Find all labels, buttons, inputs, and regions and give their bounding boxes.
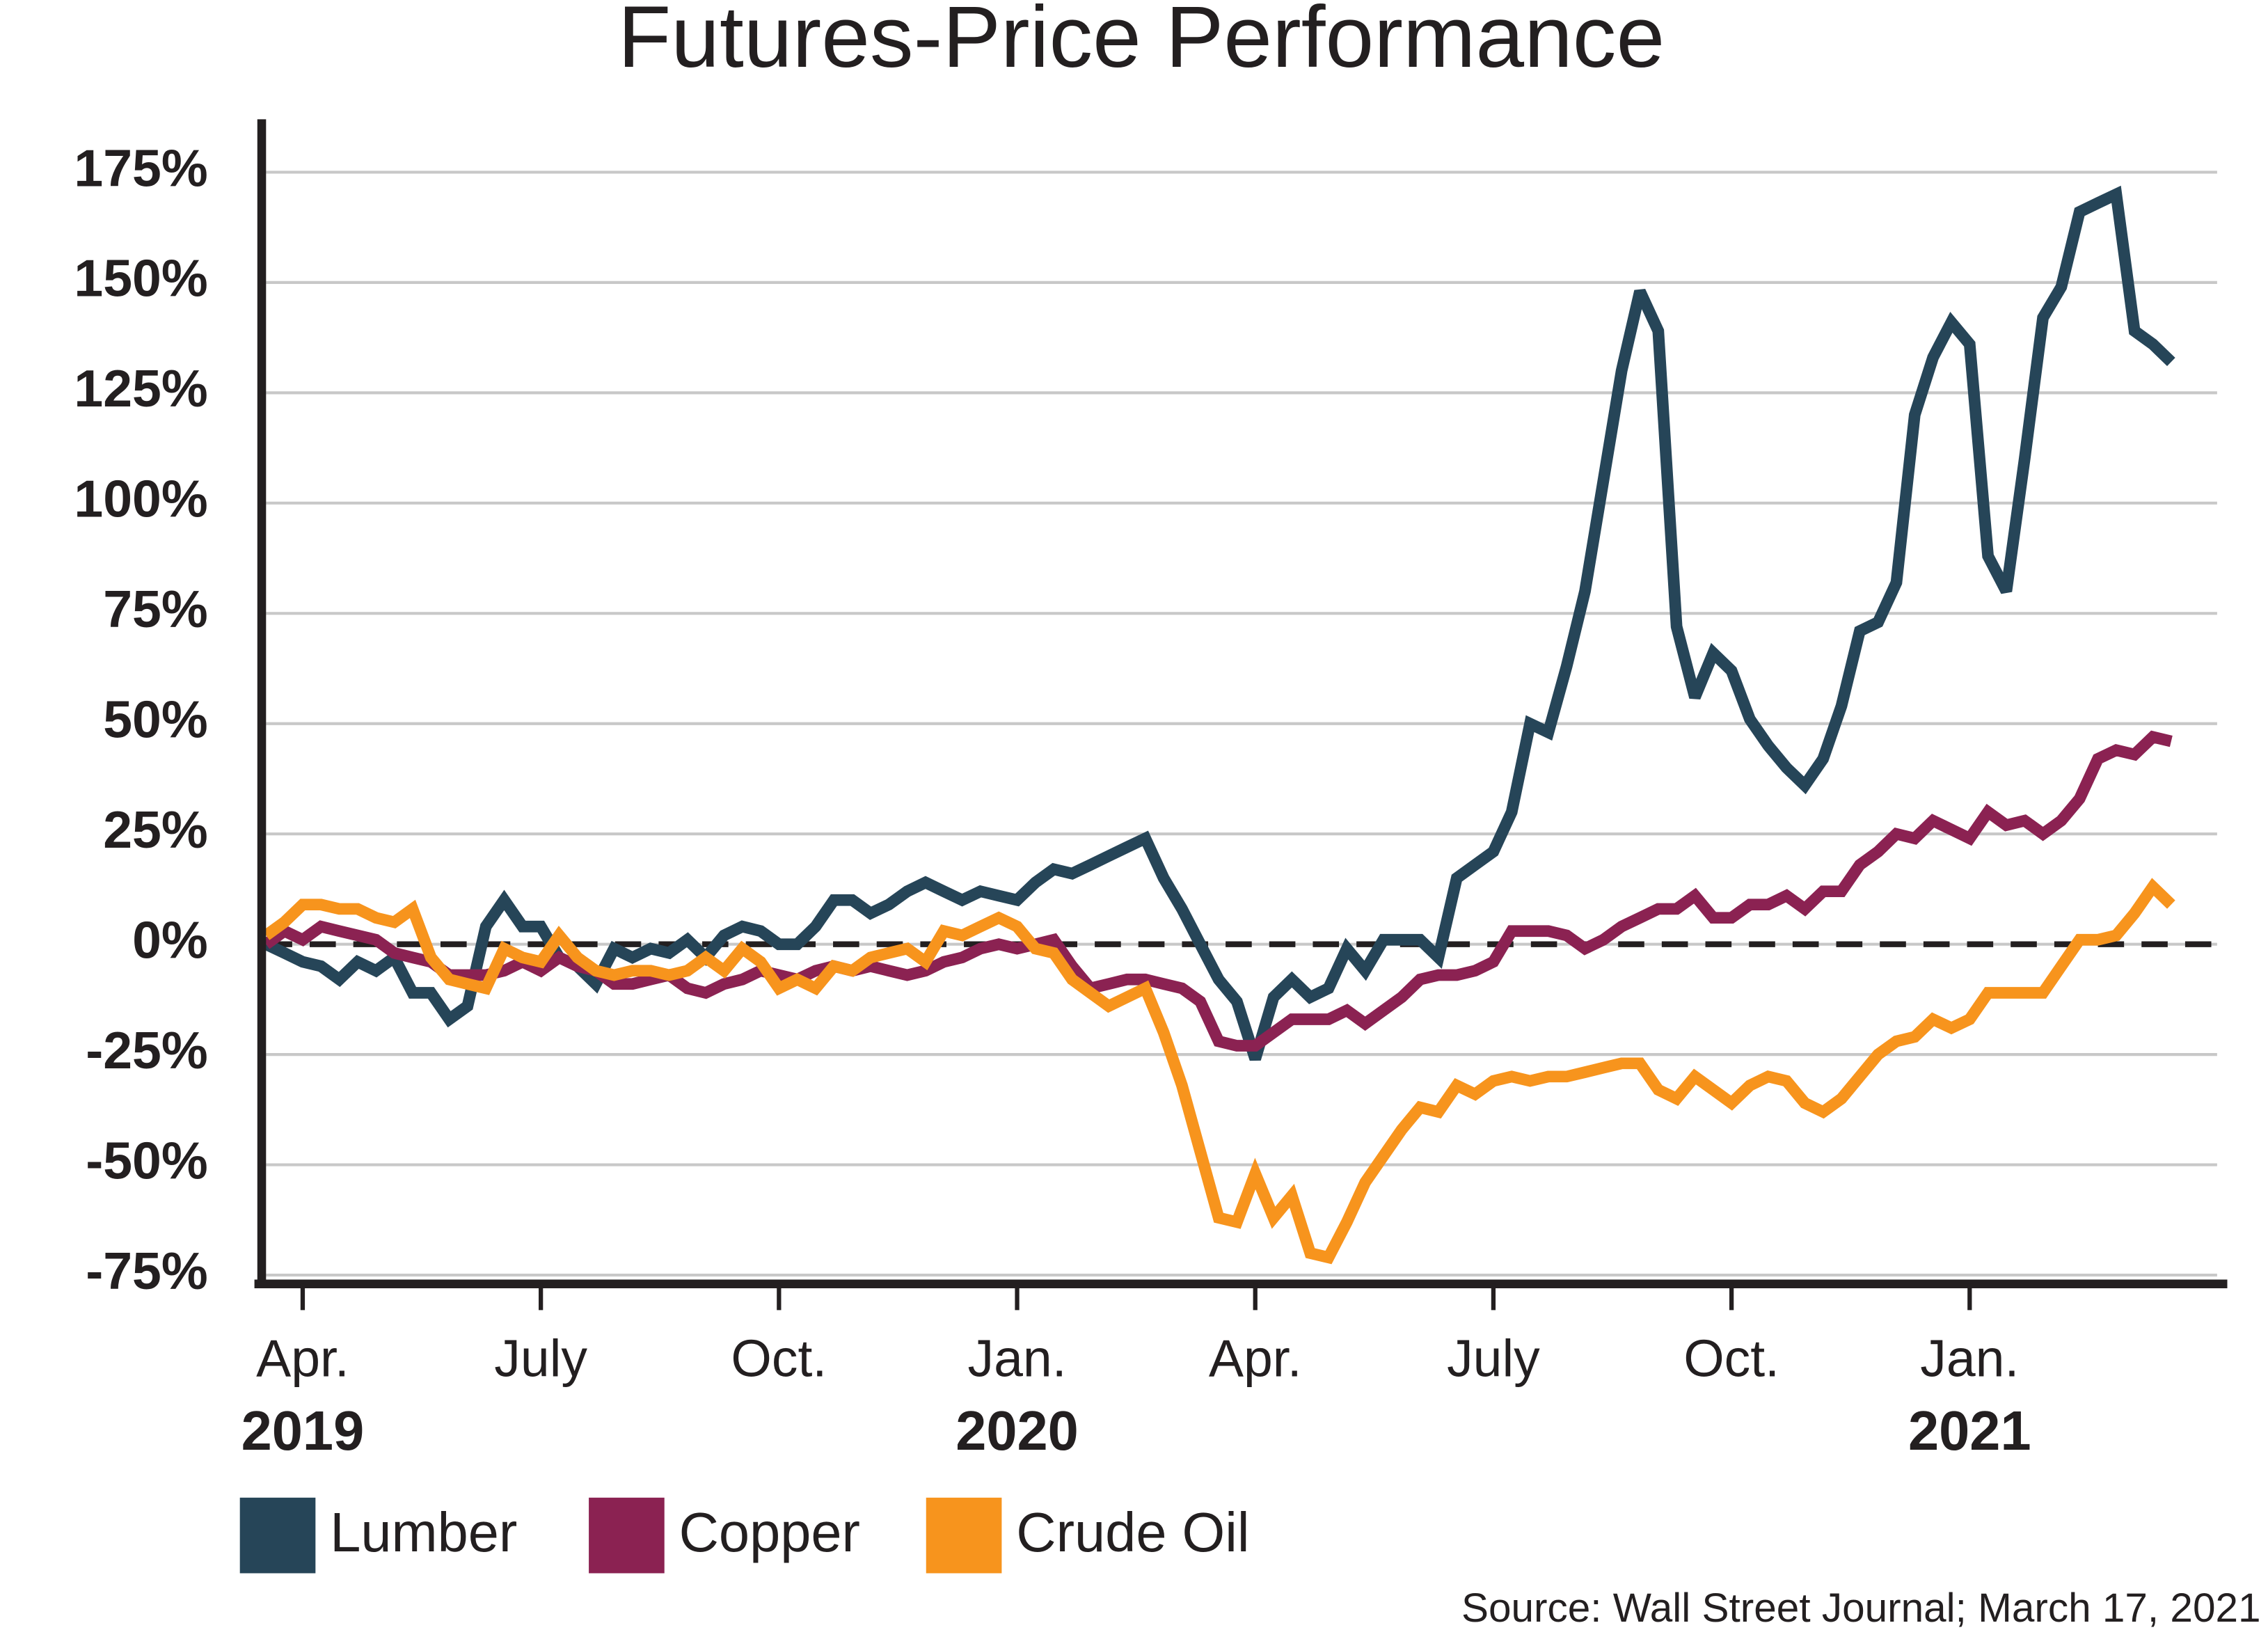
y-tick-label: 0% bbox=[132, 911, 208, 970]
y-tick-label: -50% bbox=[86, 1131, 208, 1189]
x-year-label: 2020 bbox=[955, 1400, 1079, 1462]
y-tick-label: 150% bbox=[74, 249, 207, 308]
legend-label: Crude Oil bbox=[1016, 1501, 1249, 1563]
x-tick-label: Apr. bbox=[256, 1329, 349, 1387]
legend-label: Lumber bbox=[330, 1501, 517, 1563]
x-tick-label: Jan. bbox=[1920, 1329, 2019, 1387]
source-note: Source: Wall Street Journal; March 17, 2… bbox=[1461, 1585, 2261, 1630]
x-tick-label: July bbox=[494, 1329, 587, 1387]
y-tick-label: 25% bbox=[103, 800, 208, 859]
x-tick-label: Apr. bbox=[1209, 1329, 1302, 1387]
x-tick-label: Oct. bbox=[731, 1329, 827, 1387]
y-tick-label: -75% bbox=[86, 1242, 208, 1300]
y-tick-label: -25% bbox=[86, 1021, 208, 1079]
series-line bbox=[262, 730, 2173, 1052]
x-year-label: 2021 bbox=[1908, 1400, 2031, 1462]
x-tick-label: Jan. bbox=[967, 1329, 1066, 1387]
x-tick-label: July bbox=[1447, 1329, 1540, 1387]
x-tick-label: Oct. bbox=[1683, 1329, 1779, 1387]
y-tick-label: 175% bbox=[74, 139, 207, 197]
x-year-label: 2019 bbox=[241, 1400, 365, 1462]
legend-label: Copper bbox=[679, 1501, 860, 1563]
y-tick-label: 100% bbox=[74, 470, 207, 528]
y-tick-label: 50% bbox=[103, 690, 208, 749]
legend-swatch bbox=[239, 1497, 316, 1574]
series-line bbox=[262, 878, 2175, 1265]
legend-swatch bbox=[589, 1497, 665, 1574]
series-line bbox=[263, 185, 2175, 1061]
legend-swatch bbox=[926, 1497, 1002, 1574]
chart-title: Futures-Price Performance bbox=[618, 0, 1665, 86]
y-tick-label: 75% bbox=[103, 580, 208, 638]
y-tick-label: 125% bbox=[74, 359, 207, 418]
